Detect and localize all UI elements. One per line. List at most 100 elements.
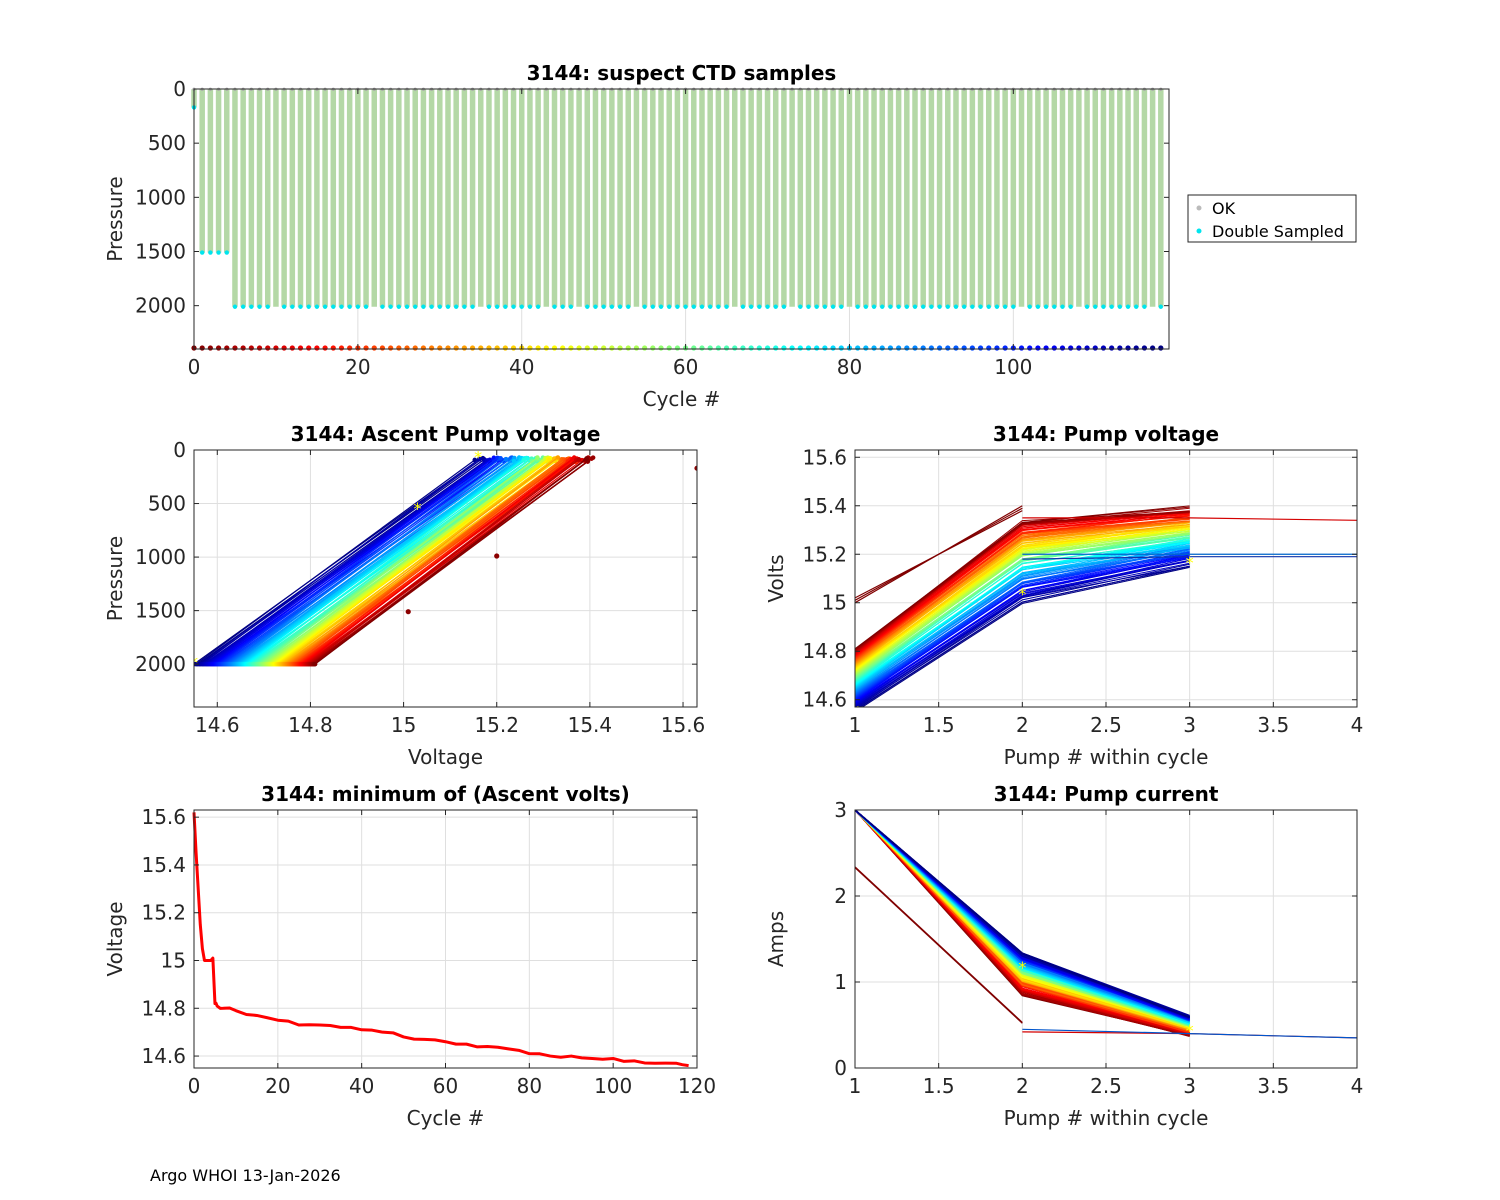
y-tick-label: 0	[173, 77, 186, 101]
ascent-point	[555, 455, 561, 460]
ascent-cycle-line	[241, 459, 522, 665]
double-sampled-point	[216, 250, 221, 255]
cycle-color-dot	[912, 345, 918, 351]
ascent-cycle-line	[215, 457, 495, 665]
double-sampled-point	[249, 304, 254, 309]
double-sampled-point	[388, 304, 393, 309]
ascent-point	[590, 455, 596, 460]
cycle-color-dot	[986, 345, 992, 351]
x-tick-label: 2	[1016, 713, 1029, 737]
pump-current-line	[855, 810, 1190, 1019]
double-sampled-point	[970, 304, 975, 309]
y-tick-label: 1000	[135, 185, 186, 209]
min-voltage-line	[192, 812, 689, 1068]
double-sampled-point	[413, 304, 418, 309]
double-sampled-point	[486, 304, 492, 309]
y-tick-label: 3	[834, 798, 847, 822]
y-tick-label: 2	[834, 884, 847, 908]
legend-box	[1187, 194, 1357, 243]
x-tick-label: 60	[673, 355, 698, 379]
cycle-color-dot	[232, 345, 238, 351]
ascent-cycle-line	[290, 458, 563, 665]
double-sampled-point	[1117, 304, 1123, 309]
cycle-color-dot	[1092, 345, 1098, 351]
cycle-color-dot	[486, 345, 492, 351]
double-sampled-point	[912, 304, 918, 309]
double-sampled-point	[822, 304, 828, 309]
cycle-color-dot	[904, 345, 910, 351]
chart-title: 3144: Pump current	[994, 782, 1219, 806]
cycle-color-dot	[994, 345, 1000, 351]
ascent-cycle-line	[276, 458, 549, 665]
double-sampled-point	[667, 304, 672, 309]
ascent-cycle-line	[292, 458, 565, 665]
ascent-point	[521, 457, 526, 463]
cycle-color-dot	[543, 345, 549, 351]
double-sampled-point	[1093, 304, 1098, 309]
double-sampled-point	[462, 304, 467, 309]
x-tick-label: 100	[594, 1074, 632, 1098]
double-sampled-point	[421, 304, 426, 309]
double-sampled-point	[888, 304, 893, 309]
cycle-color-dot	[1141, 345, 1148, 351]
cycle-color-dot	[822, 345, 828, 351]
cycle-color-dot	[781, 345, 787, 351]
double-sampled-point	[806, 304, 811, 309]
double-sampled-point	[404, 304, 410, 309]
double-sampled-point	[429, 304, 434, 309]
ascent-cycle-line	[204, 461, 486, 665]
x-tick-label: 1	[849, 1074, 862, 1098]
x-tick-label: 2	[1016, 1074, 1029, 1098]
double-sampled-point	[683, 304, 688, 309]
double-sampled-point	[626, 304, 631, 309]
double-sampled-point	[380, 304, 385, 309]
x-tick-label: 4	[1351, 1074, 1364, 1098]
pump-voltage-line	[858, 565, 1190, 707]
cycle-color-dot	[666, 345, 672, 351]
y-tick-label: 15.2	[141, 901, 186, 925]
pump-voltage-line	[855, 526, 1190, 668]
x-tick-label: 2.5	[1090, 1074, 1122, 1098]
double-sampled-point	[265, 304, 270, 309]
x-tick-label: 40	[349, 1074, 374, 1098]
legend-marker	[1196, 228, 1202, 234]
double-sampled-point	[1002, 304, 1008, 309]
y-tick-label: 500	[148, 131, 186, 155]
y-axis-label: Amps	[764, 911, 788, 967]
double-sampled-point	[937, 304, 942, 309]
pump-voltage-line	[855, 539, 1190, 684]
double-sampled-point	[904, 304, 910, 309]
double-sampled-point	[740, 304, 746, 309]
ascent-cycle-line	[207, 459, 488, 665]
pump-voltage-line	[855, 530, 1190, 675]
double-sampled-point	[814, 304, 819, 309]
double-sampled-point	[232, 304, 238, 309]
cycle-color-dot	[215, 345, 222, 351]
outlier-point	[694, 465, 697, 471]
cycle-color-dot	[330, 345, 336, 351]
cycle-color-dot	[887, 345, 894, 351]
pump-voltage-line	[855, 511, 1190, 656]
last-cycle-marker: *	[1186, 1021, 1194, 1040]
cycle-color-dot	[1051, 345, 1057, 351]
cycle-color-dot	[740, 345, 746, 351]
cycle-color-dot	[379, 345, 386, 351]
cycle-color-dot	[625, 345, 631, 351]
cycle-color-dot	[1018, 345, 1025, 351]
double-sampled-point	[650, 304, 656, 309]
chart-ascent: * * * 14.6 14.8 15 15.2 15.4 15.6 0 500 1000 1500 200…	[103, 422, 705, 769]
double-sampled-point	[830, 304, 836, 309]
double-sampled-point	[1109, 304, 1114, 309]
cycle-color-dot	[306, 345, 312, 351]
cycle-color-dot	[764, 345, 771, 351]
double-sampled-point	[863, 304, 869, 309]
cycle-color-dot	[1125, 345, 1131, 351]
x-tick-label: 15.2	[474, 713, 519, 737]
legend-marker	[1196, 205, 1202, 211]
ascent-cycle-line	[258, 460, 533, 665]
double-sampled-point	[494, 304, 500, 309]
double-sampled-point	[986, 304, 991, 309]
ascent-cycle-line	[221, 459, 506, 665]
